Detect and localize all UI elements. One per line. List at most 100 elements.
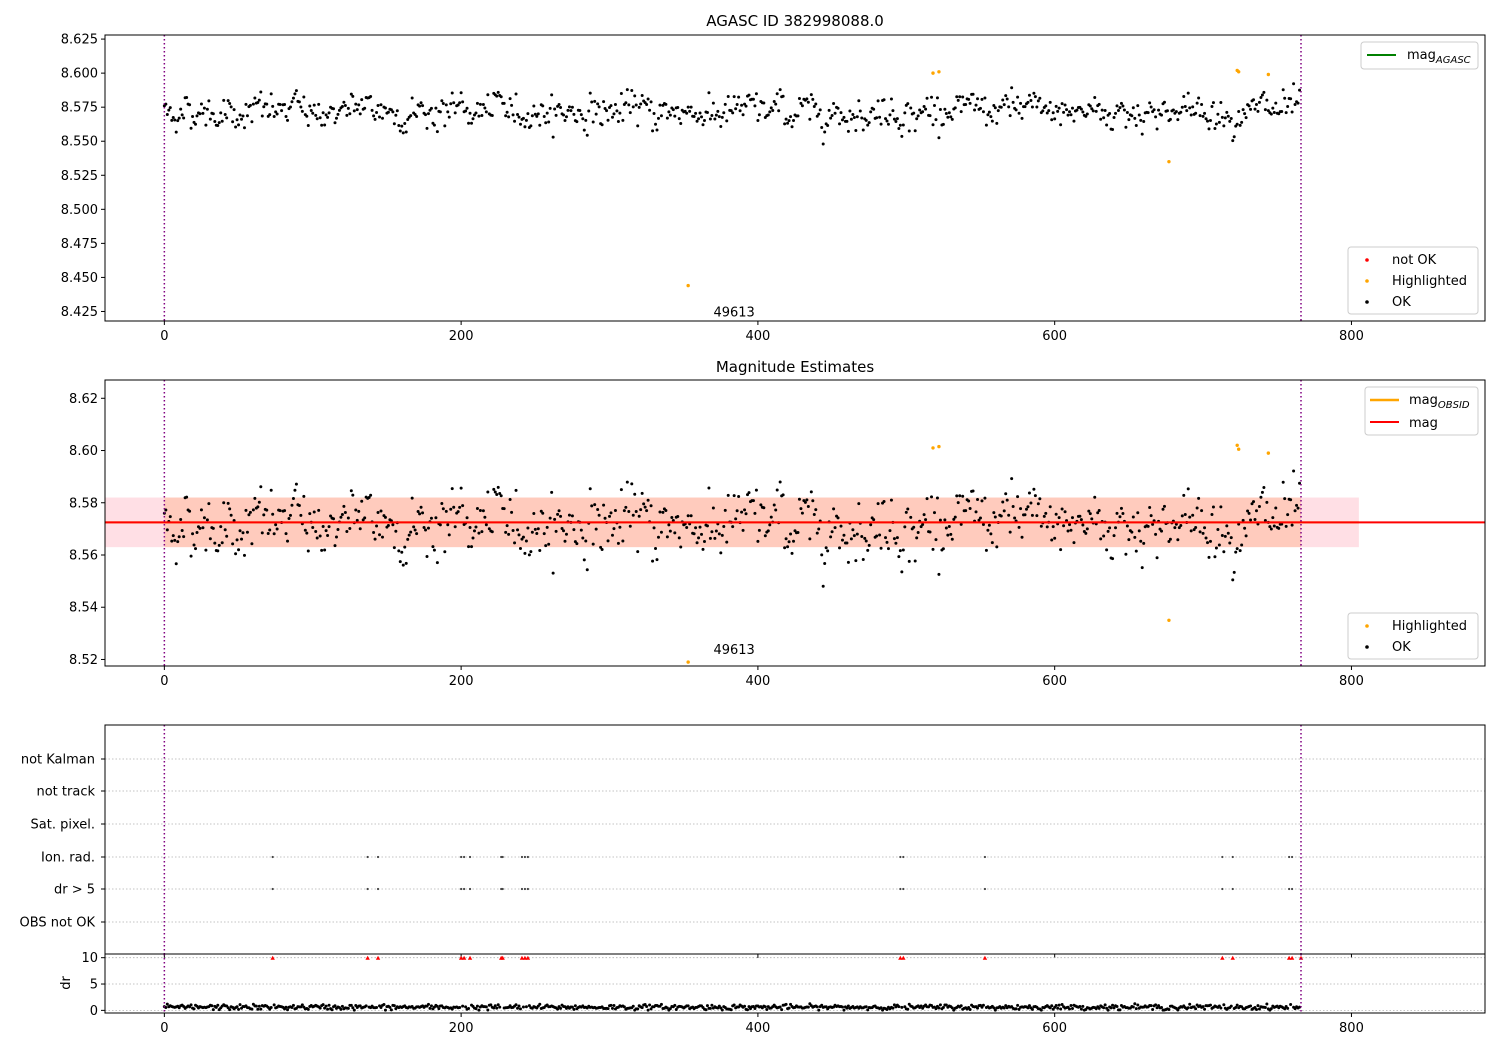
ok-point [449,507,453,511]
ok-point [461,100,465,104]
ok-point [652,111,656,115]
ok-point [851,112,855,116]
ok-point [349,489,353,493]
ok-point [1296,101,1300,105]
ok-point [513,541,517,545]
ok-point [886,547,890,551]
ok-point [510,510,514,514]
ok-point [484,110,488,114]
ok-point [1075,108,1079,112]
flag-point [376,887,380,891]
ok-point [778,480,782,484]
dr-point [330,1008,334,1012]
ok-point [686,514,690,518]
ok-point [1210,513,1214,517]
ok-point [237,548,241,552]
ok-point [993,515,997,519]
ok-point [1253,107,1257,111]
ok-point [636,124,640,128]
ok-point [378,533,382,537]
ok-point [1189,529,1193,533]
ok-point [981,523,985,527]
ok-point [964,102,968,106]
ok-point [857,502,861,506]
dr-point [349,1003,353,1007]
ok-point [351,493,355,497]
dr-clipped-marker [1286,955,1292,960]
ok-point [852,534,856,538]
ok-point [545,525,549,529]
ok-point [432,548,436,552]
dr-point [976,1006,980,1010]
ok-point [1148,505,1152,509]
ok-point [735,103,739,107]
ok-point [959,110,963,114]
dr-point [1154,1003,1158,1007]
y-tick-label: 8.54 [69,601,98,616]
ok-point [563,118,567,122]
ok-point [705,110,709,114]
ok-point [1238,549,1242,553]
ok-point [1045,525,1049,529]
dr-point [1004,1004,1008,1008]
dr-point [235,1005,239,1009]
ok-point [544,544,548,548]
ok-point [781,493,785,497]
ok-point [1105,548,1109,552]
ok-point [1176,118,1180,122]
ok-point [759,503,763,507]
ok-point [1133,535,1137,539]
dr-point [1151,1008,1155,1012]
ok-point [1219,101,1223,105]
ok-point [915,536,919,540]
ok-point [232,108,236,112]
ok-point [741,528,745,532]
ok-point [380,116,384,120]
ok-point [700,532,704,536]
ok-point [845,541,849,545]
ok-point [1220,115,1224,119]
ok-point [1241,108,1245,112]
ok-point [333,121,337,125]
ok-point [815,531,819,535]
dr-point [1263,1006,1267,1010]
dr-point [906,1007,910,1011]
ok-point [1231,139,1235,143]
ok-point [467,545,471,549]
flag-point [460,887,463,891]
x-tick-label: 800 [1339,1021,1364,1036]
ok-point [355,518,359,522]
ok-point [1225,524,1229,528]
ok-point [1283,497,1287,501]
ok-point [1096,511,1100,515]
ok-point [541,511,545,515]
ok-point [597,513,601,517]
ok-point [938,518,942,522]
ok-point [774,102,778,106]
dr-point [1056,1006,1060,1010]
ok-point [268,528,272,532]
dr-point [486,1008,490,1012]
ok-point [928,530,932,534]
y-tick-label: 8.425 [61,305,98,320]
ok-point [1090,517,1094,521]
ok-point [204,123,208,127]
ok-point [1056,109,1060,113]
ok-point [369,94,373,98]
dr-point [891,1006,895,1010]
ok-point [729,109,733,113]
ok-point [1054,104,1058,108]
ok-point [435,561,439,565]
ok-point [406,117,410,121]
ok-point [808,117,812,121]
ok-point [1099,537,1103,541]
ok-point [673,114,677,118]
highlighted-point [931,71,935,75]
ok-point [425,126,429,130]
ok-point [628,524,632,528]
ok-point [809,93,813,97]
ok-point [1070,106,1074,110]
ok-point [882,500,886,504]
ok-point [830,530,834,534]
ok-point [625,480,629,484]
